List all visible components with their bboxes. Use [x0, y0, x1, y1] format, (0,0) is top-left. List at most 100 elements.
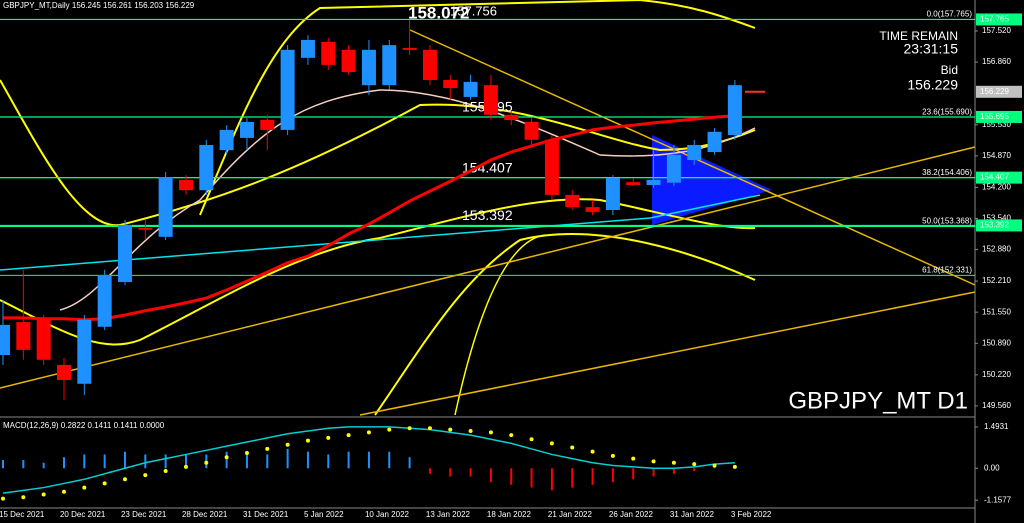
macd-title: MACD(12,26,9) 0.2822 0.1411 0.1411 0.000… — [3, 421, 165, 430]
y-tick-label: 155.530 — [982, 120, 1011, 129]
x-tick-label: 21 Jan 2022 — [548, 510, 593, 519]
y-tick-label: 0.00 — [984, 463, 1000, 472]
triangle — [652, 135, 772, 225]
candle-body — [16, 322, 31, 350]
y-tick-label: -1.1577 — [984, 495, 1012, 504]
y-tick-label: 153.540 — [982, 214, 1011, 223]
y-tick-label: 152.880 — [982, 245, 1011, 254]
candle-body — [77, 319, 92, 384]
price-line-label: 153.392 — [462, 207, 513, 223]
time-value: 23:31:15 — [904, 41, 959, 57]
bid-box — [976, 85, 1022, 98]
price-box — [976, 110, 1022, 123]
signal-dot — [692, 462, 697, 467]
x-tick-label: 5 Jan 2022 — [304, 510, 344, 519]
band-mid — [0, 198, 756, 346]
signal-dot — [61, 489, 66, 494]
bid-label: Bid — [941, 63, 958, 77]
candle-body — [626, 182, 641, 186]
bid-value: 156.229 — [907, 77, 958, 93]
candle-body — [260, 120, 275, 130]
price-box-label: 153.392 — [980, 221, 1009, 230]
signal-dot — [102, 481, 107, 486]
signal-dot — [122, 477, 127, 482]
fast-ma — [59, 89, 756, 311]
candle-body — [666, 154, 681, 183]
fib-label: 0.0(157.765) — [927, 10, 973, 19]
signal-dot — [285, 442, 290, 447]
signal-dot — [244, 451, 249, 456]
candle-body — [0, 324, 10, 356]
candle-body — [97, 274, 112, 327]
fib-label: 61.8(152.331) — [922, 266, 972, 275]
signal-dot — [1, 496, 5, 501]
y-tick-label: 157.520 — [982, 26, 1011, 35]
y-tick-label: 154.870 — [982, 151, 1011, 160]
x-tick-label: 3 Feb 2022 — [731, 510, 772, 519]
bid-box-label: 156.229 — [980, 87, 1009, 96]
price-box — [976, 219, 1022, 232]
signal-dot — [326, 435, 331, 440]
candle-body — [483, 85, 498, 115]
fib-label: 23.6(155.690) — [922, 107, 972, 116]
trend-line — [359, 291, 976, 416]
candle-body — [321, 41, 336, 65]
indicators — [0, 0, 976, 416]
candle-body — [56, 364, 71, 381]
candle-body — [361, 49, 376, 86]
annotation: 157.756 — [450, 3, 497, 18]
candle-body — [524, 121, 539, 140]
signal-dot — [366, 430, 371, 435]
y-tick-label: 149.560 — [982, 401, 1011, 410]
candle-body — [341, 49, 356, 72]
signal-dot — [82, 485, 87, 490]
y-tick-label: 152.210 — [982, 276, 1011, 285]
signal-dot — [488, 430, 493, 435]
signal-dot — [346, 433, 351, 438]
price-box — [976, 13, 1022, 26]
signal-dot — [305, 438, 310, 443]
x-tick-label: 13 Jan 2022 — [426, 510, 471, 519]
candle-body — [646, 179, 661, 186]
signal-dot — [41, 492, 46, 497]
signal-dot — [387, 427, 392, 432]
signal-dot — [427, 426, 432, 431]
signal-dot — [549, 441, 554, 446]
signal-dot — [163, 469, 168, 474]
price-box-label: 154.407 — [980, 173, 1009, 182]
candle-body — [280, 49, 295, 130]
candle-body — [585, 207, 600, 212]
candle-body — [300, 39, 315, 58]
symbol-label: GBPJPY_MT D1 — [788, 387, 968, 414]
signal-dot — [204, 460, 209, 465]
signal-dot — [671, 460, 676, 465]
signal-dot — [265, 446, 270, 451]
candle-body — [382, 45, 397, 86]
x-tick-label: 26 Jan 2022 — [609, 510, 654, 519]
candle-body — [463, 81, 478, 97]
band-low2 — [454, 234, 546, 416]
x-tick-label: 15 Dec 2021 — [0, 510, 45, 519]
candle-body — [727, 85, 742, 136]
candle-body — [239, 121, 254, 138]
candle-body — [707, 131, 722, 153]
candle-body — [178, 179, 193, 191]
header: GBPJPY_MT,Daily 156.245 156.261 156.203 … — [3, 1, 195, 10]
candle-body — [199, 144, 214, 191]
x-tick-label: 20 Dec 2021 — [60, 510, 106, 519]
y-tick-label: 151.550 — [982, 307, 1011, 316]
candle-body — [138, 227, 153, 230]
x-tick-label: 23 Dec 2021 — [121, 510, 167, 519]
candle-body — [219, 129, 234, 151]
signal-dot — [509, 433, 514, 438]
x-tick-label: 18 Jan 2022 — [487, 510, 532, 519]
signal-dot — [570, 445, 575, 450]
signal-dot — [651, 459, 656, 464]
y-tick-label: 156.860 — [982, 57, 1011, 66]
candle-body — [544, 139, 559, 195]
band-inner — [0, 79, 756, 227]
price-line-label: 154.407 — [462, 159, 513, 175]
signal-dot — [183, 464, 188, 469]
band-lower — [374, 233, 756, 416]
fib-label: 50.0(153.368) — [922, 217, 972, 226]
